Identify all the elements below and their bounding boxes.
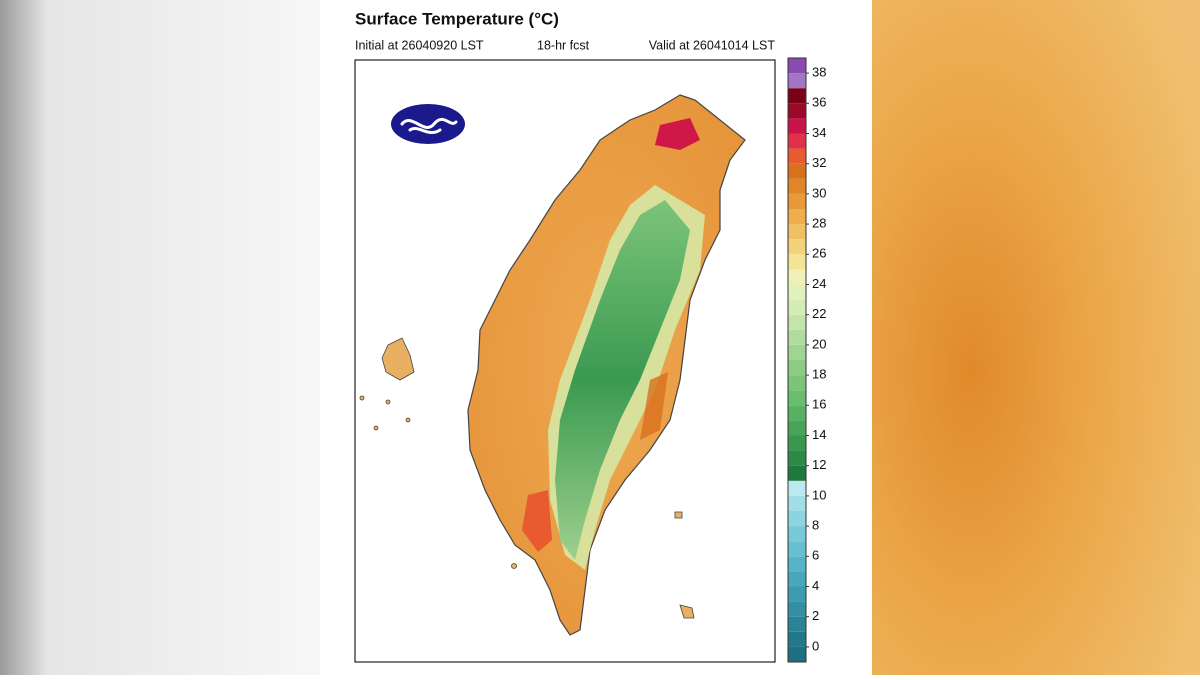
colorbar-segment: [788, 495, 806, 511]
title: Surface Temperature (°C): [355, 9, 559, 28]
colorbar-label: 16: [812, 397, 826, 412]
colorbar-segment: [788, 344, 806, 360]
valid-time: Valid at 26041014 LST: [649, 38, 776, 52]
colorbar-label: 38: [812, 65, 826, 80]
colorbar-label: 36: [812, 95, 826, 110]
colorbar-label: 14: [812, 427, 826, 442]
colorbar-segment: [788, 148, 806, 164]
colorbar-label: 12: [812, 457, 826, 472]
logo-swirl: [400, 117, 458, 135]
colorbar-segment: [788, 616, 806, 632]
colorbar-segment: [788, 193, 806, 209]
colorbar-segment: [788, 511, 806, 527]
colorbar-segment: [788, 163, 806, 179]
colorbar-segment: [788, 405, 806, 421]
colorbar-segment: [788, 224, 806, 240]
colorbar-segment: [788, 390, 806, 406]
colorbar-label: 4: [812, 578, 819, 593]
colorbar-segment: [788, 73, 806, 89]
colorbar-label: 24: [812, 276, 826, 291]
colorbar-segment: [788, 375, 806, 391]
colorbar-label: 2: [812, 608, 819, 623]
hot-spot: [640, 372, 668, 440]
colorbar-label: 26: [812, 246, 826, 261]
colorbar-segment: [788, 601, 806, 617]
colorbar-segment: [788, 450, 806, 466]
colorbar-segment: [788, 103, 806, 119]
map: [359, 94, 746, 636]
colorbar-label: 28: [812, 216, 826, 231]
colorbar-segment: [788, 526, 806, 542]
colorbar-segment: [788, 480, 806, 496]
agency-logo: [391, 104, 465, 144]
hot-spot: [655, 118, 700, 150]
initial-time: Initial at 26040920 LST: [355, 38, 484, 52]
colorbar-segment: [788, 329, 806, 345]
colorbar-label: 0: [812, 638, 819, 653]
colorbar-label: 6: [812, 548, 819, 563]
colorbar-segment: [788, 178, 806, 194]
colorbar-label: 30: [812, 185, 826, 200]
colorbar-segment: [788, 133, 806, 149]
colorbar-label: 8: [812, 518, 819, 533]
blurred-background: [0, 0, 320, 675]
colorbar-segment: [788, 209, 806, 225]
colorbar-segment: [788, 58, 806, 74]
colorbar-segment: [788, 299, 806, 315]
colorbar-segment: [788, 360, 806, 376]
colorbar-label: 34: [812, 125, 826, 140]
colorbar-segment: [788, 88, 806, 104]
colorbar-segment: [788, 254, 806, 270]
colorbar-segment: [788, 556, 806, 572]
colorbar-segment: [788, 239, 806, 255]
central-range: [555, 200, 690, 560]
colorbar-segment: [788, 269, 806, 285]
colorbar-segment: [788, 586, 806, 602]
colorbar-segment: [788, 314, 806, 330]
colorbar-segment: [788, 420, 806, 436]
colorbar-label: 18: [812, 367, 826, 382]
colorbar-frame: [787, 57, 807, 663]
colorbar-segment: [788, 118, 806, 134]
colorbar-segment: [788, 541, 806, 557]
colorbar-label: 20: [812, 336, 826, 351]
colorbar-segment: [788, 571, 806, 587]
colorbar-segment: [788, 646, 806, 662]
colorbar-label: 10: [812, 487, 826, 502]
colorbar-segment: [788, 435, 806, 451]
forecast-hour: 18-hr fcst: [537, 38, 590, 52]
colorbar-label: 32: [812, 155, 826, 170]
blurred-background: [872, 0, 1200, 675]
colorbar-label: 22: [812, 306, 826, 321]
colorbar-segment: [788, 631, 806, 647]
islands: [359, 337, 695, 619]
colorbar-segment: [788, 465, 806, 481]
colorbar-segment: [788, 284, 806, 300]
hot-spot: [522, 490, 552, 552]
